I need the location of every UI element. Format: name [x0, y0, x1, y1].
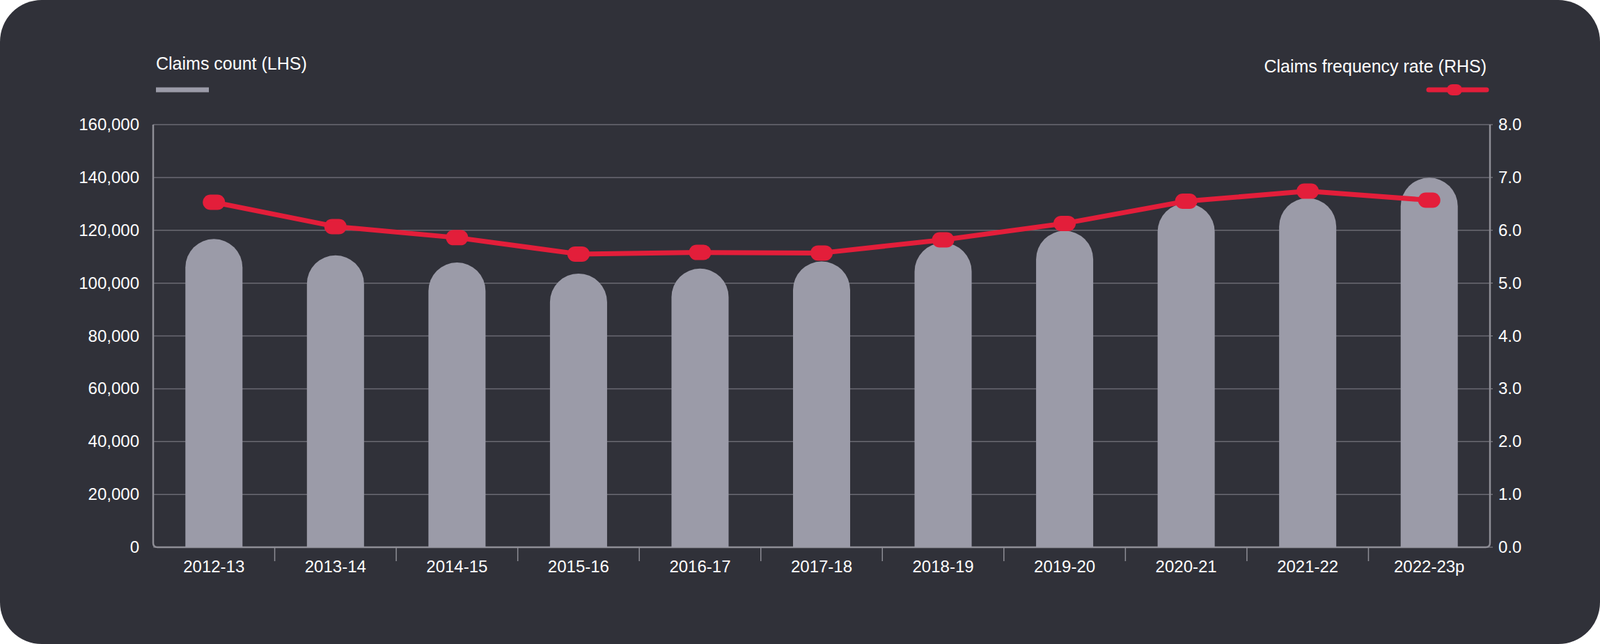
line-marker	[324, 218, 347, 234]
x-tick-label: 2015-16	[547, 557, 610, 576]
line-marker	[1418, 192, 1441, 209]
line-marker	[1053, 215, 1076, 232]
category-separator	[760, 547, 762, 562]
bar	[793, 261, 851, 548]
x-tick-label: 2019-20	[1033, 557, 1096, 576]
y2-tick	[1489, 547, 1493, 548]
category-separator	[1246, 547, 1248, 562]
bar	[307, 255, 365, 548]
y2-tick-label: 1.0	[1498, 484, 1522, 504]
line-marker	[1175, 193, 1198, 209]
line-marker	[1296, 183, 1319, 200]
plot-area	[185, 177, 1458, 548]
y-tick-label: 40,000	[88, 431, 140, 451]
bar	[185, 238, 243, 548]
x-tick-label: 2021-22	[1276, 557, 1339, 576]
category-separator	[1368, 547, 1370, 562]
x-tick-label: 2016-17	[669, 557, 731, 576]
legend-marker	[1446, 84, 1463, 96]
grid-line	[153, 123, 1490, 126]
axis-frame	[153, 124, 1490, 548]
bar	[1157, 203, 1215, 548]
line	[213, 191, 1429, 255]
y2-tick-label: 4.0	[1498, 326, 1522, 346]
x-tick-label: 2013-14	[304, 557, 367, 576]
category-separator	[1003, 547, 1005, 562]
y-tick-label: 60,000	[88, 378, 140, 398]
line-marker	[810, 245, 833, 261]
y2-tick-label: 2.0	[1498, 431, 1522, 451]
category-separator	[1125, 547, 1127, 562]
y-tick-label: 20,000	[88, 484, 140, 504]
y-tick-label: 0	[130, 537, 140, 557]
bar	[1400, 177, 1458, 548]
x-tick-label: 2017-18	[790, 557, 853, 576]
line-marker	[932, 231, 955, 248]
legend-label: Claims frequency rate (RHS)	[1263, 56, 1487, 76]
x-tick-label: 2020-21	[1155, 557, 1218, 576]
chart-svg: 0 20,000 40,000 60,000 80,000 100,000 120,000 1…	[0, 0, 1600, 644]
line-marker	[445, 229, 468, 246]
bar	[671, 268, 729, 548]
bar	[428, 262, 486, 548]
y2-tick-label: 8.0	[1498, 114, 1522, 134]
x-tick-label: 2014-15	[426, 557, 488, 576]
x-tick-label: 2022-23p	[1393, 557, 1465, 576]
y-tick-label: 160,000	[78, 114, 140, 134]
line-marker	[688, 245, 711, 261]
grid-line	[153, 176, 1490, 179]
y-tick-label: 120,000	[78, 220, 140, 240]
y-tick-label: 140,000	[78, 167, 140, 187]
category-separator	[274, 547, 276, 562]
legend-label: Claims count (LHS)	[155, 53, 308, 74]
x-tick-label: 2018-19	[912, 557, 975, 576]
y2-tick-label: 7.0	[1498, 167, 1522, 187]
category-separator	[395, 547, 397, 562]
y-tick-label: 100,000	[78, 273, 140, 293]
category-separator	[517, 547, 519, 562]
bar	[1279, 198, 1337, 548]
bar	[1036, 231, 1094, 548]
y2-tick-label: 5.0	[1498, 273, 1522, 293]
bar	[550, 273, 608, 548]
y-tick-label: 80,000	[88, 326, 140, 346]
y2-tick-label: 0.0	[1498, 537, 1522, 557]
y2-tick-label: 3.0	[1498, 378, 1522, 398]
chart-card: 0 20,000 40,000 60,000 80,000 100,000 120,000 1…	[0, 0, 1600, 644]
y2-tick-label: 6.0	[1498, 220, 1522, 240]
line-marker	[202, 194, 225, 211]
line-marker	[567, 246, 590, 262]
category-separator	[638, 547, 640, 562]
legend-swatch	[155, 87, 209, 93]
x-tick-label: 2012-13	[183, 557, 245, 576]
category-separator	[882, 547, 884, 562]
bar	[914, 242, 972, 548]
